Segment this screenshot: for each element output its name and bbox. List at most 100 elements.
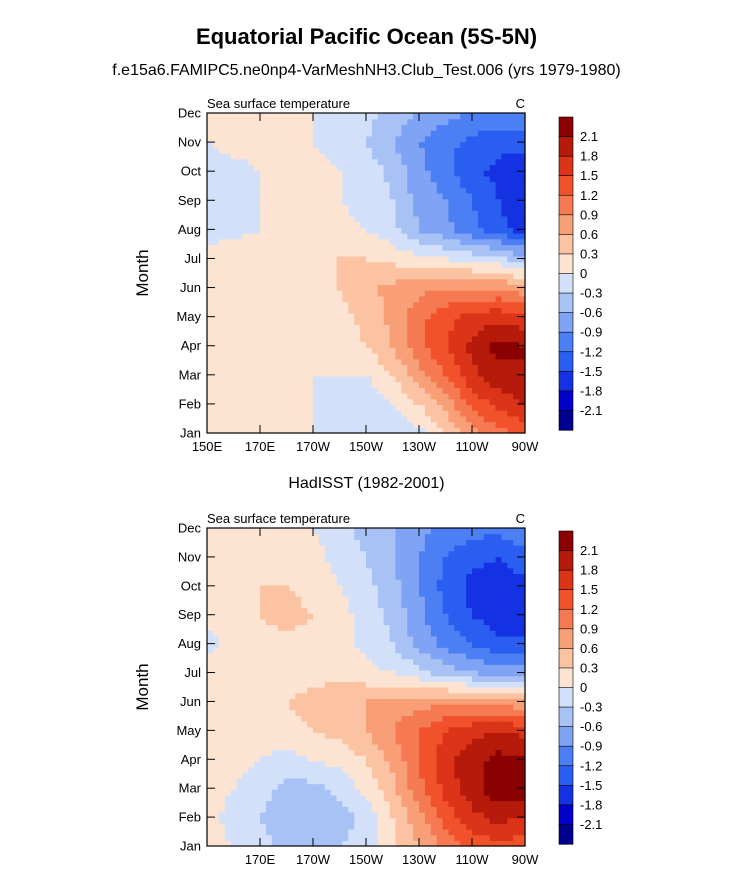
heatmap-cell: [324, 164, 332, 171]
heatmap-cell: [207, 244, 214, 251]
heatmap-cell: [371, 760, 379, 768]
heatmap-cell: [224, 330, 232, 337]
heatmap-cell: [301, 721, 308, 728]
heatmap-cell: [254, 760, 261, 768]
panel-2-title: HadISST (1982-2001): [288, 475, 445, 492]
heatmap-cell: [230, 840, 238, 847]
heatmap-cell: [224, 427, 232, 434]
heatmap-cell: [436, 692, 444, 699]
heatmap-cell: [501, 193, 508, 200]
heatmap-cell: [330, 215, 338, 223]
heatmap-cell: [366, 652, 373, 660]
heatmap-cell: [324, 233, 332, 240]
heatmap-cell: [366, 313, 373, 320]
heatmap-cell: [283, 221, 291, 228]
heatmap-cell: [307, 181, 314, 188]
heatmap-cell: [454, 364, 461, 371]
heatmap-cell: [460, 238, 467, 246]
heatmap-cell: [242, 828, 249, 836]
heatmap-cell: [212, 675, 220, 682]
heatmap-cell: [207, 427, 214, 434]
heatmap-cell: [318, 840, 326, 847]
heatmap-cell: [236, 721, 243, 728]
heatmap-cell: [260, 198, 267, 206]
heatmap-cell: [224, 221, 232, 228]
heatmap-cell: [313, 153, 320, 160]
heatmap-cell: [389, 273, 397, 280]
heatmap-cell: [460, 811, 467, 819]
heatmap-cell: [236, 158, 243, 166]
heatmap-cell: [483, 652, 491, 660]
heatmap-cell: [383, 255, 391, 263]
heatmap-cell: [348, 840, 355, 847]
heatmap-cell: [413, 193, 420, 200]
heatmap-cell: [501, 135, 508, 143]
heatmap-cell: [407, 187, 414, 194]
heatmap-cell: [419, 353, 426, 360]
heatmap-cell: [395, 307, 402, 314]
heatmap-cell: [265, 834, 273, 841]
heatmap-cell: [212, 811, 220, 819]
heatmap-cell: [348, 324, 355, 331]
heatmap-cell: [289, 698, 296, 705]
heatmap-cell: [236, 307, 243, 314]
heatmap-cell: [254, 404, 261, 411]
heatmap-cell: [301, 669, 308, 677]
heatmap-cell: [313, 198, 320, 206]
heatmap-cell: [460, 709, 467, 716]
heatmap-cell: [489, 658, 497, 665]
heatmap-cell: [254, 692, 261, 699]
heatmap-cell: [324, 358, 332, 366]
heatmap-cell: [401, 669, 408, 677]
heatmap-cell: [448, 227, 455, 234]
heatmap-cell: [454, 704, 461, 711]
heatmap-cell: [230, 307, 238, 314]
heatmap-cell: [360, 233, 367, 240]
heatmap-cell: [265, 221, 273, 228]
heatmap-cell: [360, 738, 367, 745]
heatmap-cell: [236, 335, 243, 343]
heatmap-cell: [466, 261, 473, 268]
heatmap-cell: [271, 834, 279, 841]
heatmap-cell: [407, 301, 414, 308]
heatmap-cell: [413, 687, 420, 694]
heatmap-cell: [389, 267, 397, 274]
heatmap-cell: [519, 261, 526, 268]
heatmap-cell: [519, 164, 526, 171]
heatmap-cell: [301, 290, 308, 297]
heatmap-cell: [271, 772, 279, 779]
heatmap-cell: [236, 238, 243, 246]
heatmap-cell: [342, 130, 349, 137]
heatmap-cell: [407, 278, 414, 286]
heatmap-cell: [483, 806, 491, 813]
heatmap-cell: [295, 187, 302, 194]
heatmap-cell: [207, 295, 214, 303]
heatmap-cell: [313, 669, 320, 677]
heatmap-cell: [477, 267, 485, 274]
heatmap-cell: [466, 238, 473, 246]
heatmap-cell: [254, 170, 261, 177]
heatmap-cell: [360, 675, 367, 682]
heatmap-cell: [342, 324, 349, 331]
heatmap-cell: [254, 118, 261, 126]
heatmap-cell: [401, 652, 408, 660]
heatmap-cell: [277, 295, 285, 303]
heatmap-cell: [271, 421, 279, 428]
heatmap-cell: [218, 301, 226, 308]
heatmap-cell: [424, 766, 432, 773]
heatmap-cell: [271, 789, 279, 796]
heatmap-cell: [295, 777, 302, 785]
heatmap-cell: [430, 704, 438, 711]
heatmap-cell: [389, 381, 397, 388]
heatmap-cell: [377, 330, 385, 337]
heatmap-cell: [254, 353, 261, 360]
heatmap-cell: [424, 715, 432, 722]
heatmap-cell: [401, 358, 408, 366]
heatmap-cell: [501, 777, 508, 785]
heatmap-cell: [460, 124, 467, 131]
heatmap-cell: [519, 335, 526, 343]
heatmap-cell: [283, 675, 291, 682]
heatmap-cell: [342, 704, 349, 711]
heatmap-cell: [513, 364, 520, 371]
heatmap-cell: [207, 828, 214, 836]
